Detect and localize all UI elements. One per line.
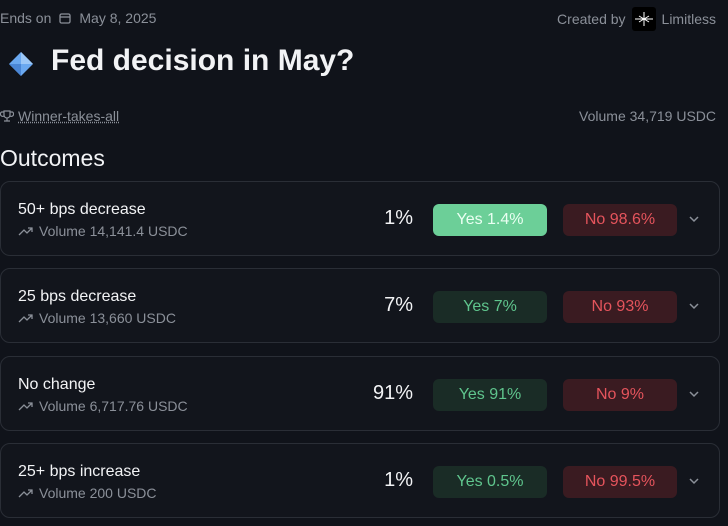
volume-text: Volume 6,717.76 USDC [39,398,188,414]
outcome-row[interactable]: No change Volume 6,717.76 USDC 91% Yes 91% N… [0,356,720,431]
volume-text: Volume 14,141.4 USDC [39,223,188,239]
market-icon [9,52,33,76]
calendar-icon [59,13,72,24]
outcome-percent: 91% [372,382,413,404]
created-label: Created by [557,11,626,27]
outcome-name: 50+ bps decrease [18,201,146,218]
trend-icon [18,489,33,498]
trend-icon [18,402,33,411]
outcome-name: 25+ bps increase [18,463,141,480]
market-type[interactable]: Winner-takes-all [0,108,119,124]
ends-label: Ends on [0,10,52,26]
no-button[interactable]: No 99.5% [563,466,677,498]
chevron-icon[interactable] [687,299,701,313]
yes-button[interactable]: Yes 0.5% [433,466,547,498]
yes-button[interactable]: Yes 1.4% [433,204,547,236]
volume-text: Volume 13,660 USDC [39,310,176,326]
outcome-percent: 1% [384,469,413,491]
yes-button[interactable]: Yes 91% [433,379,547,411]
expand-chevron[interactable] [687,387,701,406]
trend-icon [18,314,33,323]
outcome-name: No change [18,376,96,393]
volume-text: Volume 200 USDC [39,485,157,501]
outcome-row[interactable]: 25+ bps increase Volume 200 USDC 1% Yes 0.5… [0,443,720,518]
outcome-volume: Volume 200 USDC [18,485,157,501]
chevron-icon[interactable] [687,474,701,488]
outcome-volume: Volume 6,717.76 USDC [18,398,188,414]
outcome-row[interactable]: 50+ bps decrease Volume 14,141.4 USDC 1% Ye… [0,181,720,256]
chevron-icon[interactable] [687,212,701,226]
no-button[interactable]: No 98.6% [563,204,677,236]
no-button[interactable]: No 9% [563,379,677,411]
no-button[interactable]: No 93% [563,291,677,323]
outcome-volume: Volume 13,660 USDC [18,310,176,326]
yes-button[interactable]: Yes 7% [433,291,547,323]
creator-logo[interactable] [631,7,656,31]
outcome-volume: Volume 14,141.4 USDC [18,223,188,239]
trend-icon [18,227,33,236]
chevron-icon[interactable] [687,387,701,401]
outcomes-title: Outcomes [0,145,105,171]
creator-name[interactable]: Limitless [661,11,716,27]
end-info: Ends on May 8, 2025 [0,10,156,26]
creator-info: Created by Limitless [557,7,716,31]
end-date: May 8, 2025 [79,10,157,26]
outcome-name: 25 bps decrease [18,288,137,305]
expand-chevron[interactable] [687,212,701,231]
trophy-icon [0,110,14,122]
market-title: Fed decision in May? [51,44,355,77]
expand-chevron[interactable] [687,474,701,493]
outcome-percent: 7% [384,294,413,316]
market-type-label[interactable]: Winner-takes-all [18,108,120,124]
expand-chevron[interactable] [687,299,701,318]
outcome-percent: 1% [384,207,413,229]
market-volume: Volume 34,719 USDC [579,108,716,124]
outcome-row[interactable]: 25 bps decrease Volume 13,660 USDC 7% Yes 7… [0,268,720,343]
